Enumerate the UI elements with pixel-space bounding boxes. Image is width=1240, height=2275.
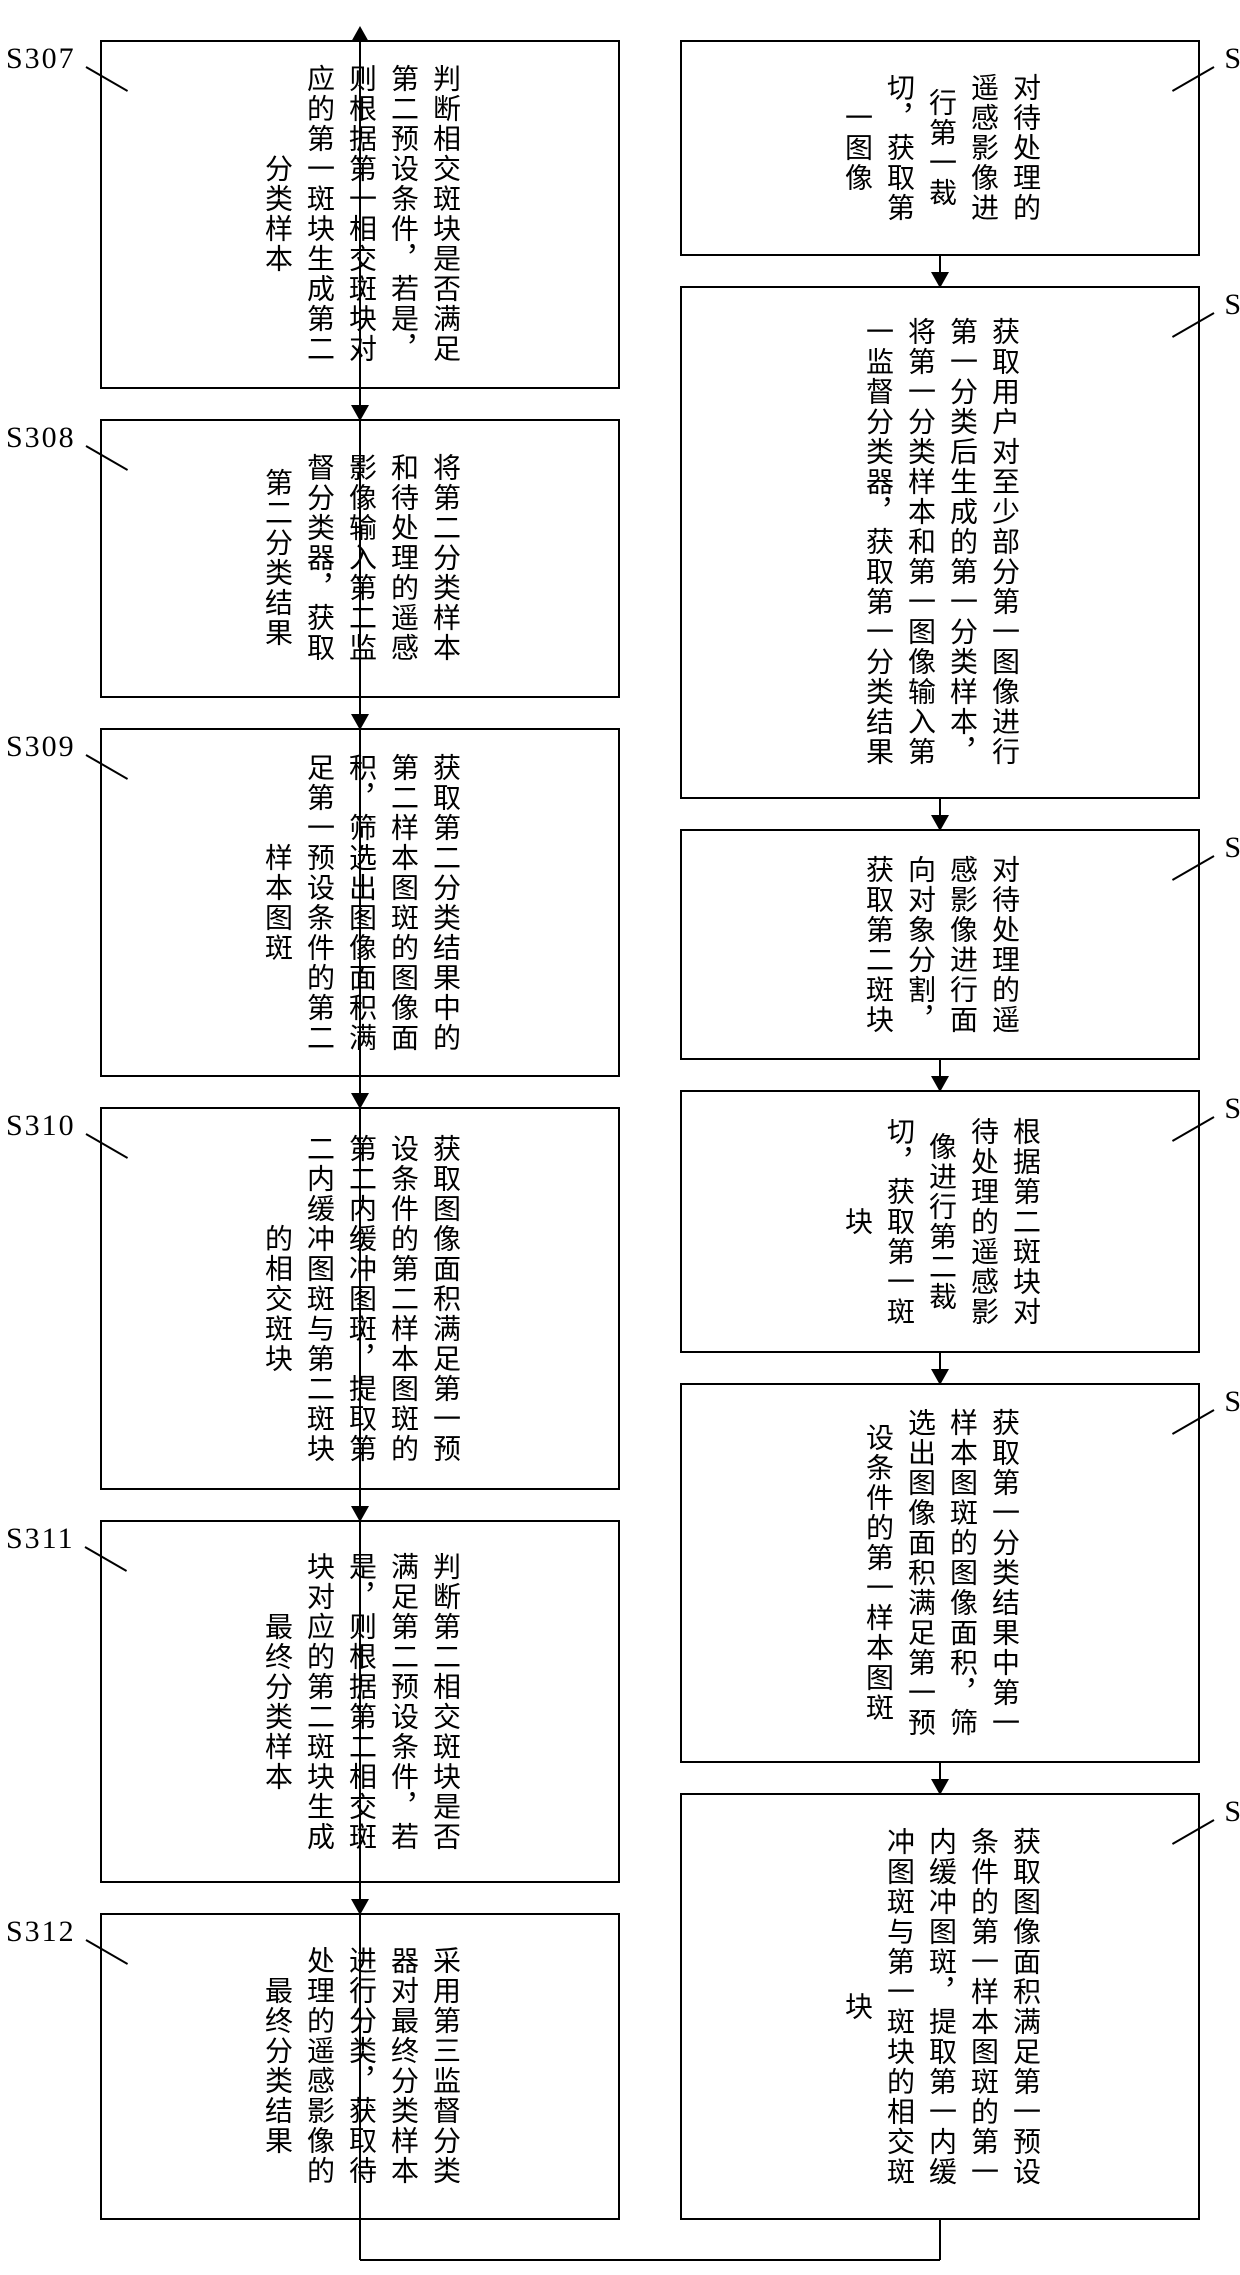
step-text: 获取图像面积满足第一预设条件的第一样本图斑的第一内缓冲图斑，提取第一内缓冲图斑与…: [835, 1815, 1045, 2198]
flow-step-s305: 获取第一分类结果中第一样本图斑的图像面积，筛选出图像面积满足第一预设条件的第一样…: [680, 1383, 1200, 1763]
connector-arrow: [939, 1353, 941, 1383]
connector-arrow: [939, 1763, 941, 1793]
step-label: S311: [6, 1516, 75, 1561]
step-text: 获取第一分类结果中第一样本图斑的图像面积，筛选出图像面积满足第一预设条件的第一样…: [856, 1405, 1024, 1741]
flow-step-s302: 获取用户对至少部分第一图像进行第一分类后生成的第一分类样本，将第一分类样本和第一…: [680, 286, 1200, 799]
step-label: S305: [1224, 1379, 1240, 1424]
step-label: S301: [1224, 36, 1240, 81]
step-label: S307: [6, 36, 76, 81]
connector-arrow: [939, 799, 941, 829]
step-label: S302: [1224, 282, 1240, 327]
step-label: S310: [6, 1103, 76, 1148]
flow-step-s301: 对待处理的遥感影像进行第一裁切，获取第一图像 S301: [680, 40, 1200, 256]
step-label: S304: [1224, 1086, 1240, 1131]
step-text: 对待处理的遥感影像进行第一裁切，获取第一图像: [835, 62, 1045, 234]
flowchart-container: 对待处理的遥感影像进行第一裁切，获取第一图像 S301 获取用户对至少部分第一图…: [0, 40, 1240, 2240]
connector-arrow: [939, 1060, 941, 1090]
step-label: S306: [1224, 1789, 1240, 1834]
step-label: S303: [1224, 825, 1240, 870]
flow-step-s306: 获取图像面积满足第一预设条件的第一样本图斑的第一内缓冲图斑，提取第一内缓冲图斑与…: [680, 1793, 1200, 2220]
step-label: S309: [6, 724, 76, 769]
flow-step-s304: 根据第二斑块对待处理的遥感影像进行第二裁切，获取第一斑块 S304: [680, 1090, 1200, 1353]
step-text: 获取用户对至少部分第一图像进行第一分类后生成的第一分类样本，将第一分类样本和第一…: [856, 308, 1024, 777]
step-label: S312: [6, 1909, 76, 1954]
flow-column-right: 对待处理的遥感影像进行第一裁切，获取第一图像 S301 获取用户对至少部分第一图…: [680, 40, 1200, 2220]
connector-arrow: [939, 256, 941, 286]
step-label: S308: [6, 415, 76, 460]
step-text: 对待处理的遥感影像进行面向对象分割，获取第二斑块: [856, 851, 1024, 1039]
flow-step-s303: 对待处理的遥感影像进行面向对象分割，获取第二斑块 S303: [680, 829, 1200, 1061]
step-text: 根据第二斑块对待处理的遥感影像进行第二裁切，获取第一斑块: [835, 1112, 1045, 1331]
